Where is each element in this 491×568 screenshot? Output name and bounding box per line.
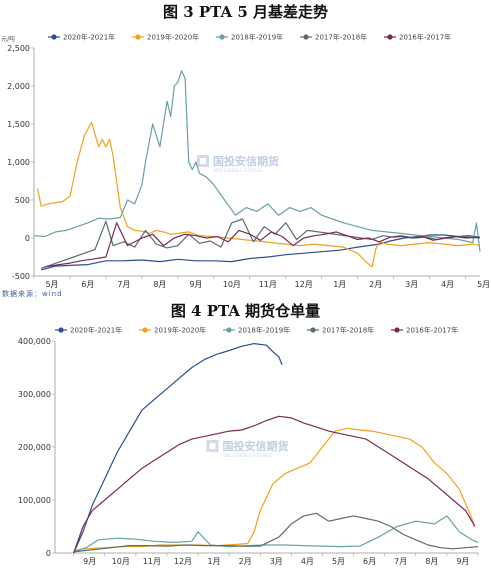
legend-label-s2017_2018: 2017年-2018年 bbox=[315, 33, 367, 42]
data-source-note: 数据来源：wind bbox=[2, 290, 63, 298]
series-line-s2018_2019 bbox=[33, 70, 481, 252]
y-tick-label: 2,000 bbox=[7, 82, 30, 91]
x-tick-label: 12月 bbox=[174, 557, 192, 566]
x-tick-label: 3月 bbox=[405, 280, 418, 289]
y-tick-label: 2,500 bbox=[7, 44, 30, 53]
series-line-s2019_2020 bbox=[37, 121, 481, 268]
chart1-title: 图 3 PTA 5 月基差走势 bbox=[162, 3, 329, 21]
y-tick-label: 500 bbox=[15, 196, 30, 205]
x-tick-label: 5月 bbox=[477, 280, 490, 289]
x-tick-label: 8月 bbox=[425, 557, 438, 566]
x-tick-label: 2月 bbox=[369, 280, 382, 289]
legend-marker-s2016_2017 bbox=[394, 327, 400, 333]
legend-marker-s2017_2018 bbox=[310, 327, 316, 333]
legend-label-s2017_2018: 2017年-2018年 bbox=[322, 326, 374, 335]
legend-marker-s2019_2020 bbox=[142, 327, 148, 333]
x-tick-label: 4月 bbox=[441, 280, 454, 289]
y-tick-label: 300,000 bbox=[18, 390, 51, 399]
x-tick-label: 9月 bbox=[189, 280, 202, 289]
legend-label-s2018_2019: 2018年-2019年 bbox=[238, 326, 290, 335]
y-tick-label: 1,000 bbox=[7, 158, 30, 167]
legend-label-s2020_2021: 2020年-2021年 bbox=[70, 326, 122, 335]
watermark-subtitle: SDIC ESSENCE FUTURES bbox=[213, 168, 262, 173]
x-tick-label: 6月 bbox=[81, 280, 94, 289]
legend-label-s2019_2020: 2019年-2020年 bbox=[154, 326, 206, 335]
x-tick-label: 4月 bbox=[301, 557, 314, 566]
x-tick-label: 6月 bbox=[363, 557, 376, 566]
legend-marker-s2020_2021 bbox=[51, 34, 57, 40]
series-line-s2019_2020 bbox=[73, 427, 476, 551]
x-tick-label: 2月 bbox=[239, 557, 252, 566]
y-tick-label: 200,000 bbox=[18, 443, 51, 452]
x-tick-label: 5月 bbox=[45, 280, 58, 289]
x-tick-label: 5月 bbox=[332, 557, 345, 566]
legend-label-s2019_2020: 2019年-2020年 bbox=[147, 33, 199, 42]
x-tick-label: 12月 bbox=[295, 280, 313, 289]
series-line-s2020_2021 bbox=[73, 343, 283, 554]
watermark-text: 国投安信期货 bbox=[213, 154, 279, 168]
series-line-s2016_2017 bbox=[73, 415, 476, 554]
y-tick-label: 400,000 bbox=[18, 337, 51, 346]
y-tick-label: 100,000 bbox=[18, 496, 51, 505]
legend-label-s2016_2017: 2016年-2017年 bbox=[399, 33, 451, 42]
watermark-mark-inner bbox=[200, 158, 206, 164]
legend-marker-s2016_2017 bbox=[387, 34, 393, 40]
x-tick-label: 8月 bbox=[153, 280, 166, 289]
series-line-s2018_2019 bbox=[73, 515, 479, 553]
y-tick-label: 0 bbox=[25, 234, 30, 243]
y-axis-label: 元/吨 bbox=[1, 35, 15, 43]
x-tick-label: 1月 bbox=[208, 557, 221, 566]
chart-1: -500 0 500 1,000 1,500 2,000 2,500 5月 6月 7月 8月 9月 10… bbox=[1, 33, 490, 290]
series-line-s2016_2017 bbox=[44, 222, 481, 268]
legend-marker-s2018_2019 bbox=[226, 327, 232, 333]
chart2-title: 图 4 PTA 期货仓单量 bbox=[170, 302, 321, 320]
legend-marker-s2018_2019 bbox=[219, 34, 225, 40]
x-tick-label: 7月 bbox=[117, 280, 130, 289]
watermark-subtitle: SDIC ESSENCE FUTURES bbox=[223, 453, 272, 458]
x-tick-label: 10月 bbox=[223, 280, 241, 289]
x-tick-label: 10月 bbox=[112, 557, 130, 566]
x-tick-label: 3月 bbox=[270, 557, 283, 566]
x-tick-label: 11月 bbox=[259, 280, 277, 289]
legend-marker-s2019_2020 bbox=[135, 34, 141, 40]
legend-marker-s2017_2018 bbox=[303, 34, 309, 40]
legend-label-s2020_2021: 2020年-2021年 bbox=[63, 33, 115, 42]
x-tick-label: 9月 bbox=[83, 557, 96, 566]
legend-label-s2016_2017: 2016年-2017年 bbox=[406, 326, 458, 335]
x-tick-label: 9月 bbox=[456, 557, 469, 566]
chart-2: 0 100,000 200,000 300,000 400,000 9月 10月 11月 12月… bbox=[18, 326, 479, 566]
y-tick-label: -500 bbox=[12, 272, 30, 281]
y-tick-label: 0 bbox=[46, 549, 51, 558]
legend-label-s2018_2019: 2018年-2019年 bbox=[231, 33, 283, 42]
legend-marker-s2020_2021 bbox=[58, 327, 64, 333]
x-tick-label: 7月 bbox=[394, 557, 407, 566]
watermark-text: 国投安信期货 bbox=[223, 439, 289, 453]
x-tick-label: 1月 bbox=[333, 280, 346, 289]
y-tick-label: 1,500 bbox=[7, 120, 30, 129]
watermark-mark-inner bbox=[209, 443, 216, 449]
x-tick-label: 11月 bbox=[143, 557, 161, 566]
series-line-s2017_2018 bbox=[73, 512, 479, 553]
